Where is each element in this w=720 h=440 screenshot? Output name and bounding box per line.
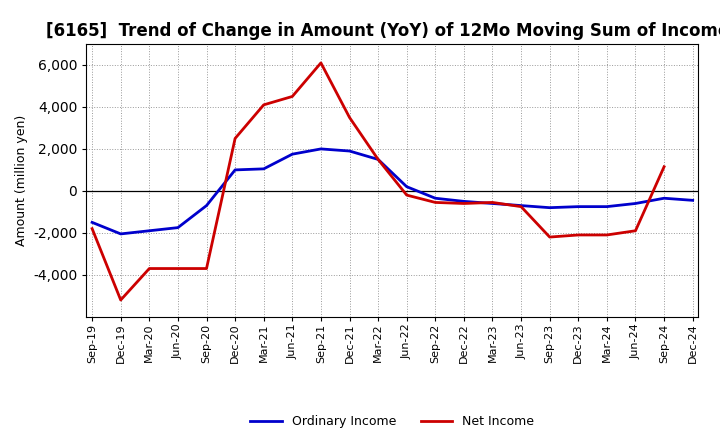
Net Income bbox=[288, 94, 297, 99]
Ordinary Income bbox=[545, 205, 554, 210]
Ordinary Income bbox=[459, 199, 468, 204]
Net Income bbox=[459, 201, 468, 206]
Ordinary Income bbox=[231, 167, 240, 172]
Net Income bbox=[545, 235, 554, 240]
Title: [6165]  Trend of Change in Amount (YoY) of 12Mo Moving Sum of Incomes: [6165] Trend of Change in Amount (YoY) o… bbox=[46, 22, 720, 40]
Ordinary Income bbox=[145, 228, 153, 233]
Net Income bbox=[660, 164, 668, 169]
Net Income bbox=[574, 232, 582, 238]
Ordinary Income bbox=[288, 151, 297, 157]
Ordinary Income bbox=[660, 196, 668, 201]
Net Income bbox=[145, 266, 153, 271]
Net Income bbox=[117, 297, 125, 303]
Line: Ordinary Income: Ordinary Income bbox=[92, 149, 693, 234]
Line: Net Income: Net Income bbox=[92, 63, 664, 300]
Ordinary Income bbox=[603, 204, 611, 209]
Ordinary Income bbox=[174, 225, 182, 230]
Net Income bbox=[231, 136, 240, 141]
Net Income bbox=[603, 232, 611, 238]
Ordinary Income bbox=[317, 146, 325, 151]
Ordinary Income bbox=[517, 203, 526, 208]
Ordinary Income bbox=[202, 203, 211, 208]
Ordinary Income bbox=[88, 220, 96, 225]
Net Income bbox=[517, 204, 526, 209]
Net Income bbox=[88, 226, 96, 231]
Net Income bbox=[317, 60, 325, 66]
Ordinary Income bbox=[688, 198, 697, 203]
Net Income bbox=[431, 200, 440, 205]
Ordinary Income bbox=[259, 166, 268, 172]
Legend: Ordinary Income, Net Income: Ordinary Income, Net Income bbox=[246, 411, 539, 433]
Ordinary Income bbox=[631, 201, 640, 206]
Ordinary Income bbox=[574, 204, 582, 209]
Net Income bbox=[402, 192, 411, 198]
Ordinary Income bbox=[488, 201, 497, 206]
Ordinary Income bbox=[431, 196, 440, 201]
Net Income bbox=[259, 102, 268, 107]
Net Income bbox=[488, 200, 497, 205]
Ordinary Income bbox=[345, 148, 354, 154]
Ordinary Income bbox=[402, 184, 411, 189]
Net Income bbox=[631, 228, 640, 233]
Net Income bbox=[345, 115, 354, 120]
Ordinary Income bbox=[374, 157, 382, 162]
Y-axis label: Amount (million yen): Amount (million yen) bbox=[14, 115, 27, 246]
Ordinary Income bbox=[117, 231, 125, 237]
Net Income bbox=[174, 266, 182, 271]
Net Income bbox=[374, 157, 382, 162]
Net Income bbox=[202, 266, 211, 271]
